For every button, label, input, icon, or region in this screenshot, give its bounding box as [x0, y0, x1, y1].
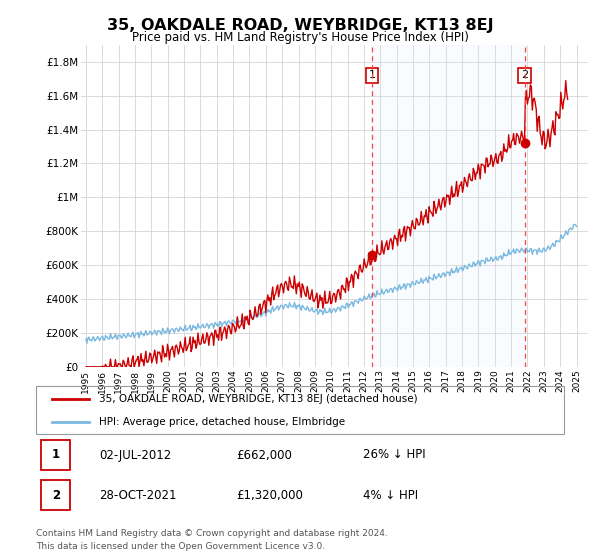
Text: Price paid vs. HM Land Registry's House Price Index (HPI): Price paid vs. HM Land Registry's House … [131, 31, 469, 44]
Text: 1: 1 [368, 71, 376, 80]
Text: 35, OAKDALE ROAD, WEYBRIDGE, KT13 8EJ: 35, OAKDALE ROAD, WEYBRIDGE, KT13 8EJ [107, 18, 493, 33]
Text: £662,000: £662,000 [236, 449, 293, 461]
Text: 28-OCT-2021: 28-OCT-2021 [100, 488, 177, 502]
Text: 2: 2 [52, 488, 60, 502]
Text: Contains HM Land Registry data © Crown copyright and database right 2024.: Contains HM Land Registry data © Crown c… [36, 529, 388, 538]
Text: 02-JUL-2012: 02-JUL-2012 [100, 449, 172, 461]
Bar [41, 480, 70, 510]
Text: 35, OAKDALE ROAD, WEYBRIDGE, KT13 8EJ (detached house): 35, OAKDALE ROAD, WEYBRIDGE, KT13 8EJ (d… [100, 394, 418, 404]
Bar [372, 45, 525, 367]
Text: This data is licensed under the Open Government Licence v3.0.: This data is licensed under the Open Gov… [36, 542, 325, 550]
Text: £1,320,000: £1,320,000 [236, 488, 304, 502]
Bar [41, 440, 70, 470]
Text: HPI: Average price, detached house, Elmbridge: HPI: Average price, detached house, Elmb… [100, 417, 346, 427]
Text: 2: 2 [521, 71, 528, 80]
Text: 4% ↓ HPI: 4% ↓ HPI [364, 488, 418, 502]
Text: 26% ↓ HPI: 26% ↓ HPI [364, 449, 426, 461]
Text: 1: 1 [52, 449, 60, 461]
